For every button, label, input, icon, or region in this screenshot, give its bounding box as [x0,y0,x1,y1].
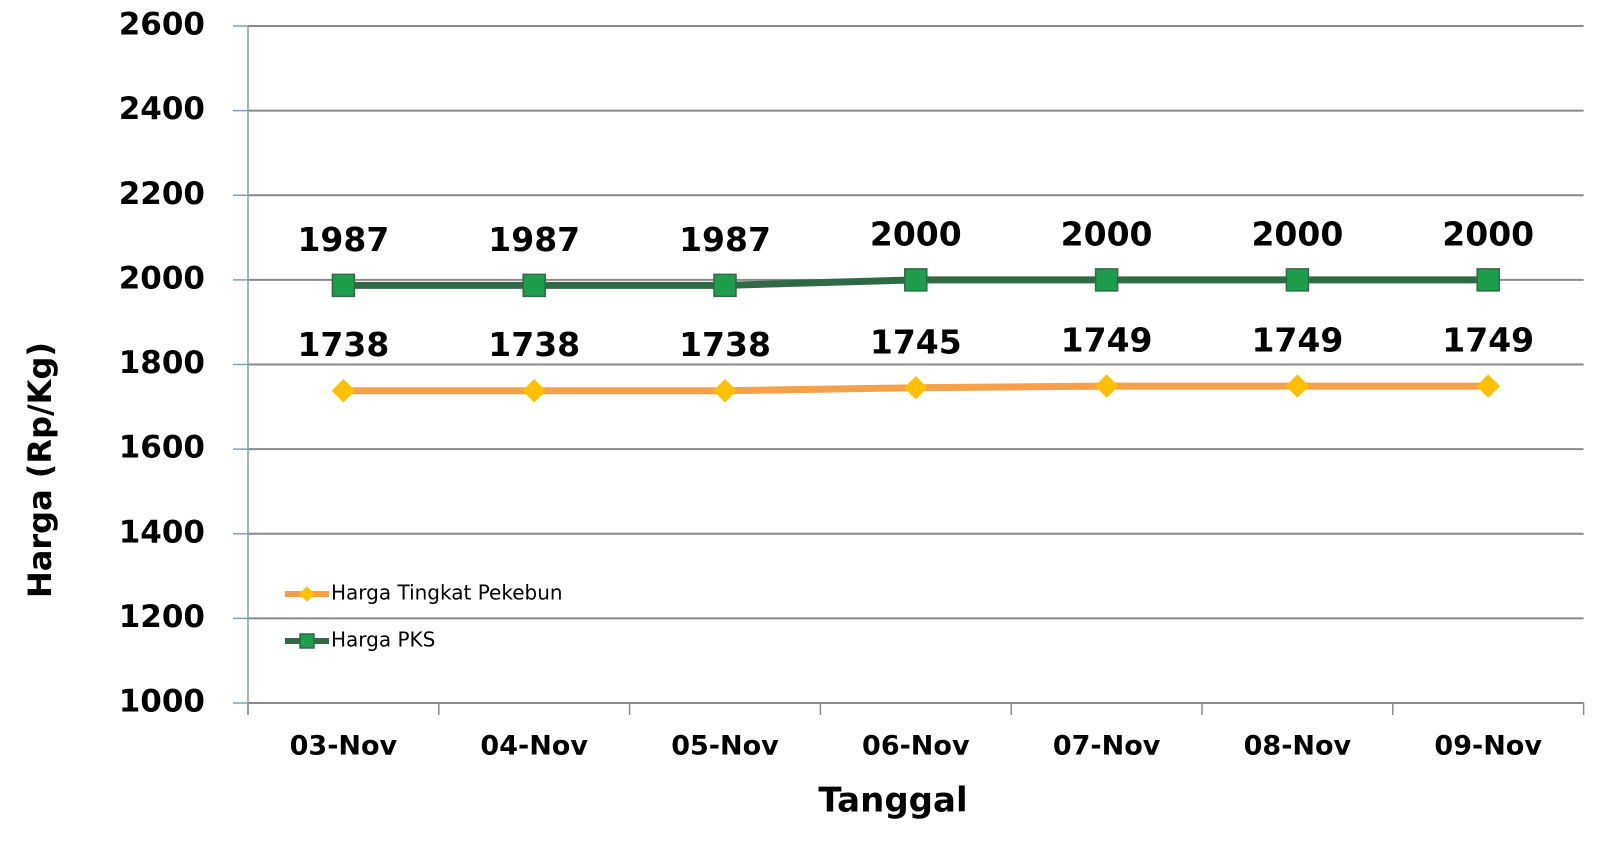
y-tick-label: 1400 [119,514,205,550]
data-label: 2000 [1251,214,1343,253]
data-label: 1749 [1061,321,1153,360]
data-label: 1738 [297,325,389,364]
marker [523,380,545,402]
x-tick-label: 04-Nov [480,731,588,762]
y-tick-label: 2600 [119,7,205,43]
x-tick-label: 05-Nov [671,731,779,762]
data-label: 1745 [870,322,962,361]
y-tick-label: 1600 [119,430,205,466]
marker [1286,269,1308,291]
y-tick-label: 1800 [119,345,205,381]
marker [1096,375,1118,397]
x-tick-label: 03-Nov [290,731,398,762]
chart: Harga (Rp/Kg) Tanggal 1000 1200 1400 1600 18… [0,0,1614,845]
y-axis-title: Harga (Rp/Kg) [21,342,59,598]
marker [905,269,927,291]
data-label: 2000 [1061,214,1153,253]
x-tick-label: 07-Nov [1053,731,1161,762]
x-tick-label: 08-Nov [1244,731,1352,762]
data-label: 1738 [488,325,580,364]
y-tick-label: 2000 [119,260,205,296]
marker [905,377,927,399]
legend-label: Harga PKS [331,628,435,652]
marker [1286,375,1308,397]
marker [523,274,545,296]
marker [714,274,736,296]
data-label: 1749 [1251,321,1343,360]
x-tick-label: 09-Nov [1434,731,1542,762]
y-tick-label: 1200 [119,599,205,635]
marker [714,380,736,402]
y-tick-label: 1000 [119,684,205,720]
x-axis-title: Tanggal [818,781,967,821]
marker [300,634,314,648]
data-label: 1987 [297,220,389,259]
data-label: 1749 [1442,321,1534,360]
legend-label: Harga Tingkat Pekebun [331,581,563,605]
y-tick-label: 2400 [119,91,205,127]
marker [1477,375,1499,397]
data-label: 2000 [1442,214,1534,253]
data-label: 2000 [870,214,962,253]
marker [332,380,354,402]
marker [1096,269,1118,291]
data-label: 1987 [679,220,771,259]
data-label: 1987 [488,220,580,259]
x-tick-label: 06-Nov [862,731,970,762]
y-tick-label: 2200 [119,176,205,212]
marker [300,587,314,601]
data-label: 1738 [679,325,771,364]
marker [1477,269,1499,291]
marker [332,274,354,296]
